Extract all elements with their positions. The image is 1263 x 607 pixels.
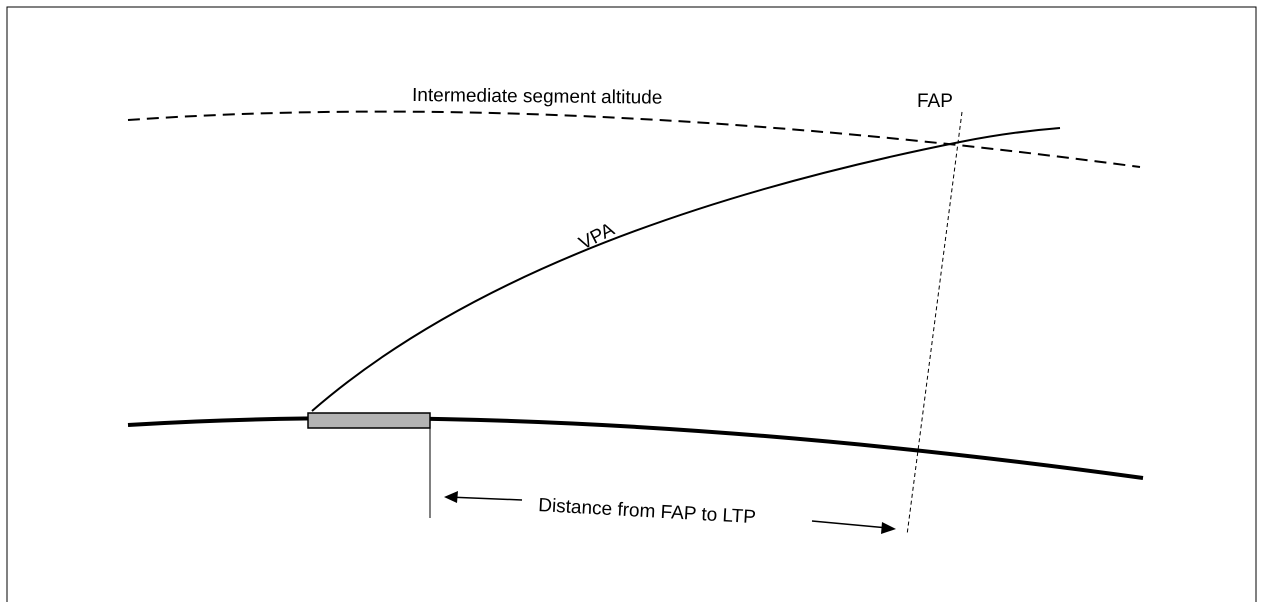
runway bbox=[307, 412, 431, 429]
ground-line bbox=[127, 416, 1144, 480]
border bbox=[6, 6, 1257, 602]
distance-arrow-right bbox=[811, 520, 889, 529]
fap-label: FAP bbox=[917, 91, 953, 112]
vpa-path bbox=[311, 127, 1061, 412]
fap-line bbox=[906, 111, 963, 536]
distance-label: Distance from FAP to LTP bbox=[538, 495, 757, 528]
vpa-label: VPA bbox=[576, 219, 618, 254]
arrowhead-right bbox=[881, 522, 896, 534]
intermediate-altitude-label: Intermediate segment altitude bbox=[412, 85, 663, 109]
arrowhead-left bbox=[444, 491, 458, 503]
distance-arrow-left bbox=[447, 496, 523, 501]
intermediate-altitude-line bbox=[127, 110, 1141, 168]
